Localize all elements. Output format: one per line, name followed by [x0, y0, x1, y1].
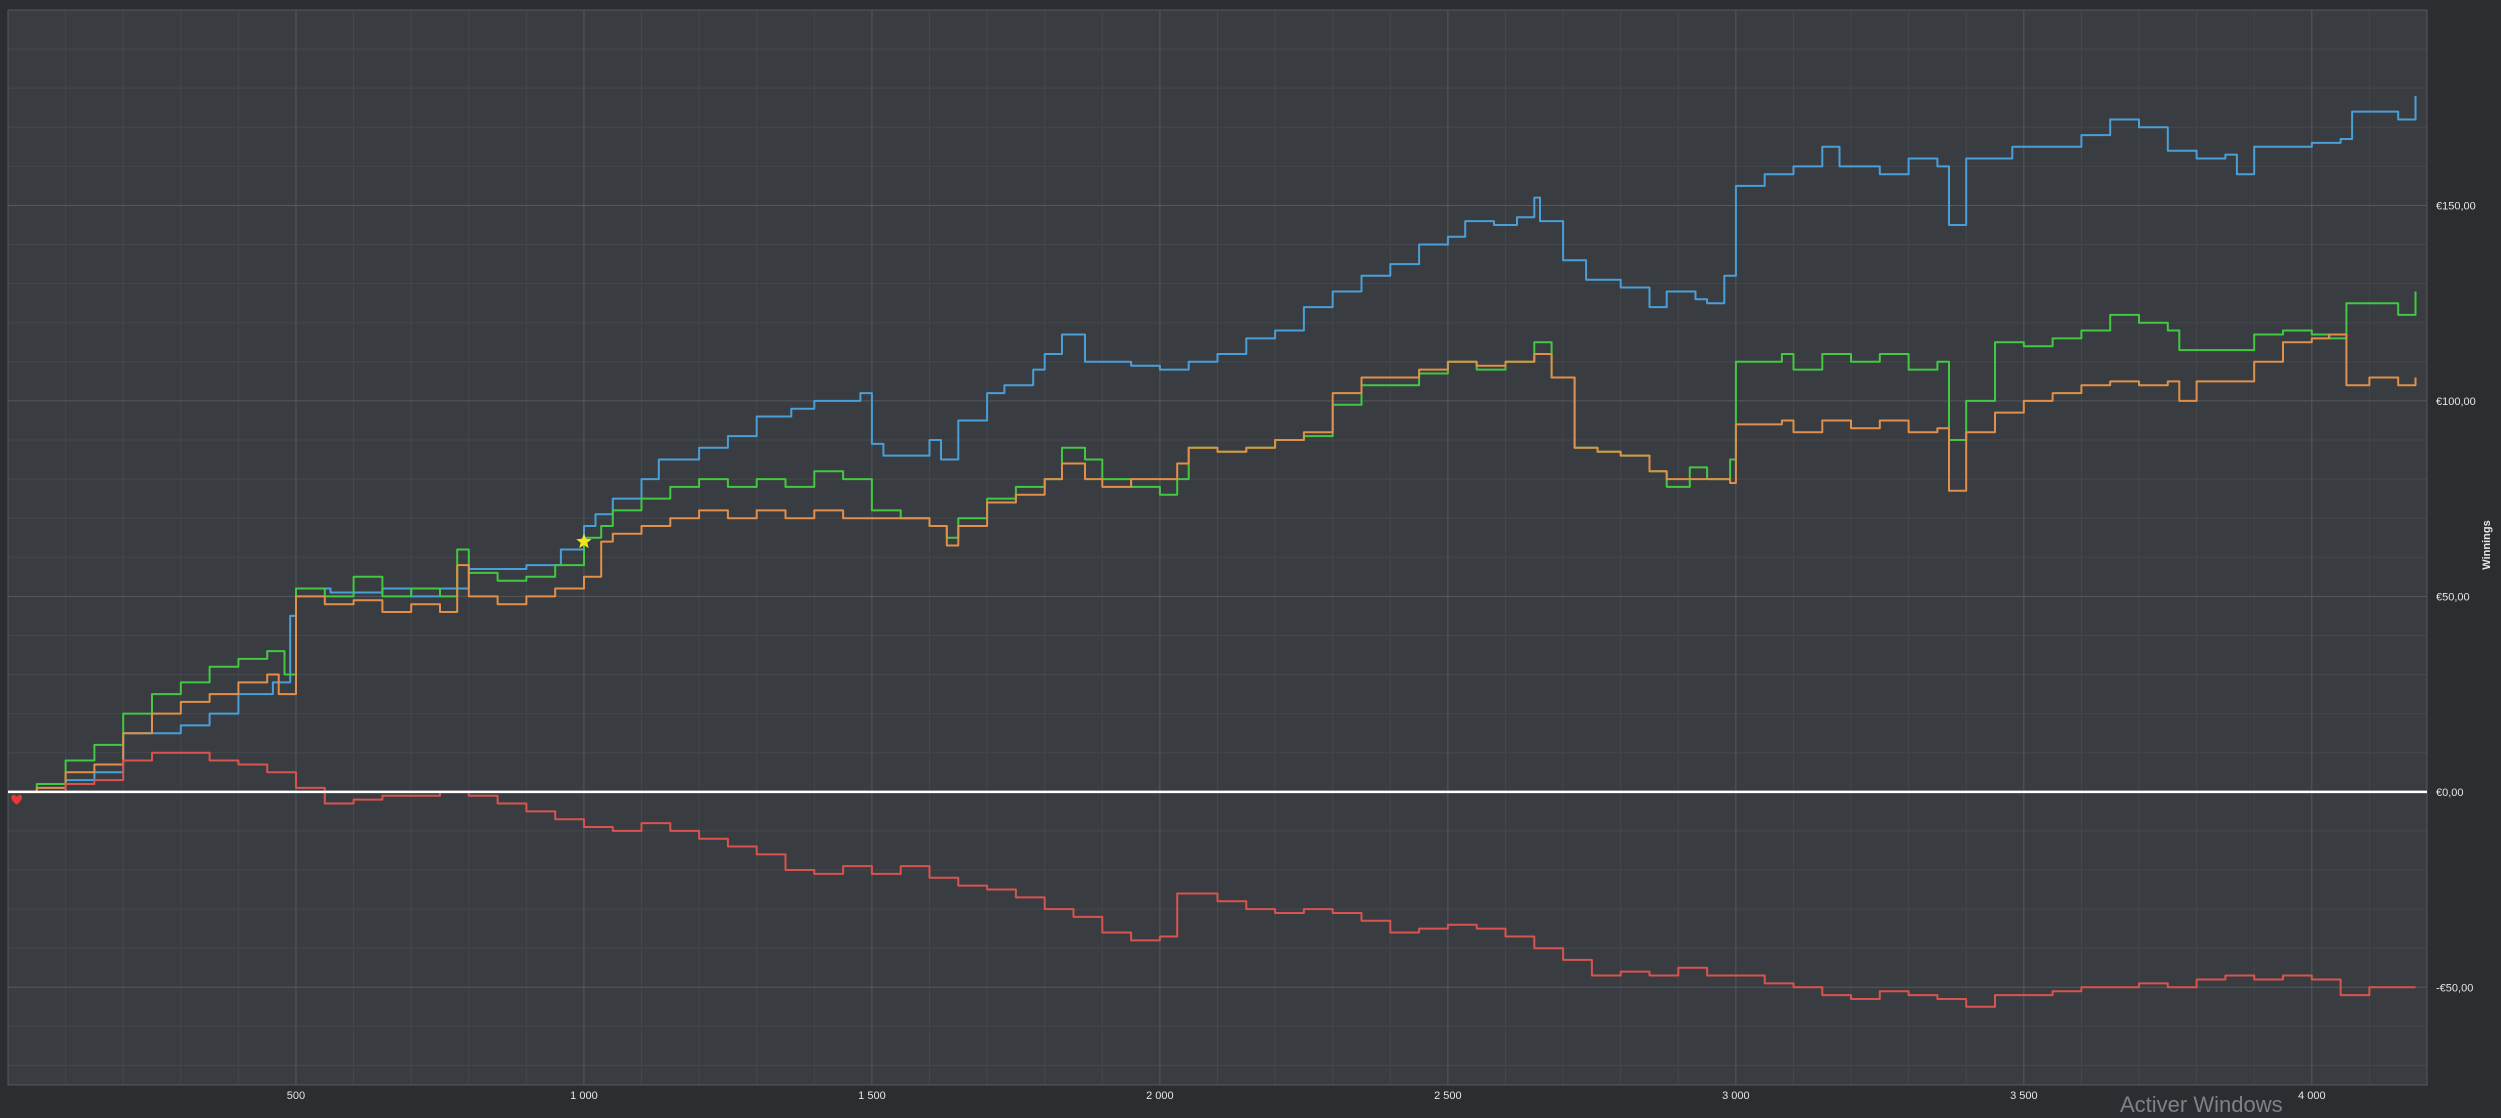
star-marker — [576, 533, 592, 549]
x-tick-label: 4 000 — [2298, 1090, 2326, 1102]
x-tick-label: 1 500 — [858, 1090, 886, 1102]
x-tick-label: 3 000 — [1722, 1090, 1750, 1102]
y-tick-label: €150,00 — [2436, 200, 2476, 212]
watermark-text: Activer Windows — [2120, 1092, 2283, 1117]
y-tick-label: €100,00 — [2436, 396, 2476, 408]
x-tick-label: 1 000 — [570, 1090, 598, 1102]
x-tick-label: 500 — [287, 1090, 305, 1102]
series-line-4 — [8, 751, 2416, 1008]
y-tick-label: €0,00 — [2436, 787, 2464, 799]
x-tick-label: 3 500 — [2010, 1090, 2038, 1102]
series-line-1 — [8, 96, 2417, 793]
y-tick-label: €50,00 — [2436, 591, 2470, 603]
y-axis-title: Winnings — [2481, 520, 2493, 569]
heart-marker — [11, 794, 22, 805]
plot-border — [7, 9, 2428, 1086]
x-tick-label: 2 000 — [1146, 1090, 1174, 1102]
series-line-3 — [8, 333, 2417, 793]
x-tick-label: 2 500 — [1434, 1090, 1462, 1102]
y-tick-label: -€50,00 — [2436, 982, 2473, 994]
